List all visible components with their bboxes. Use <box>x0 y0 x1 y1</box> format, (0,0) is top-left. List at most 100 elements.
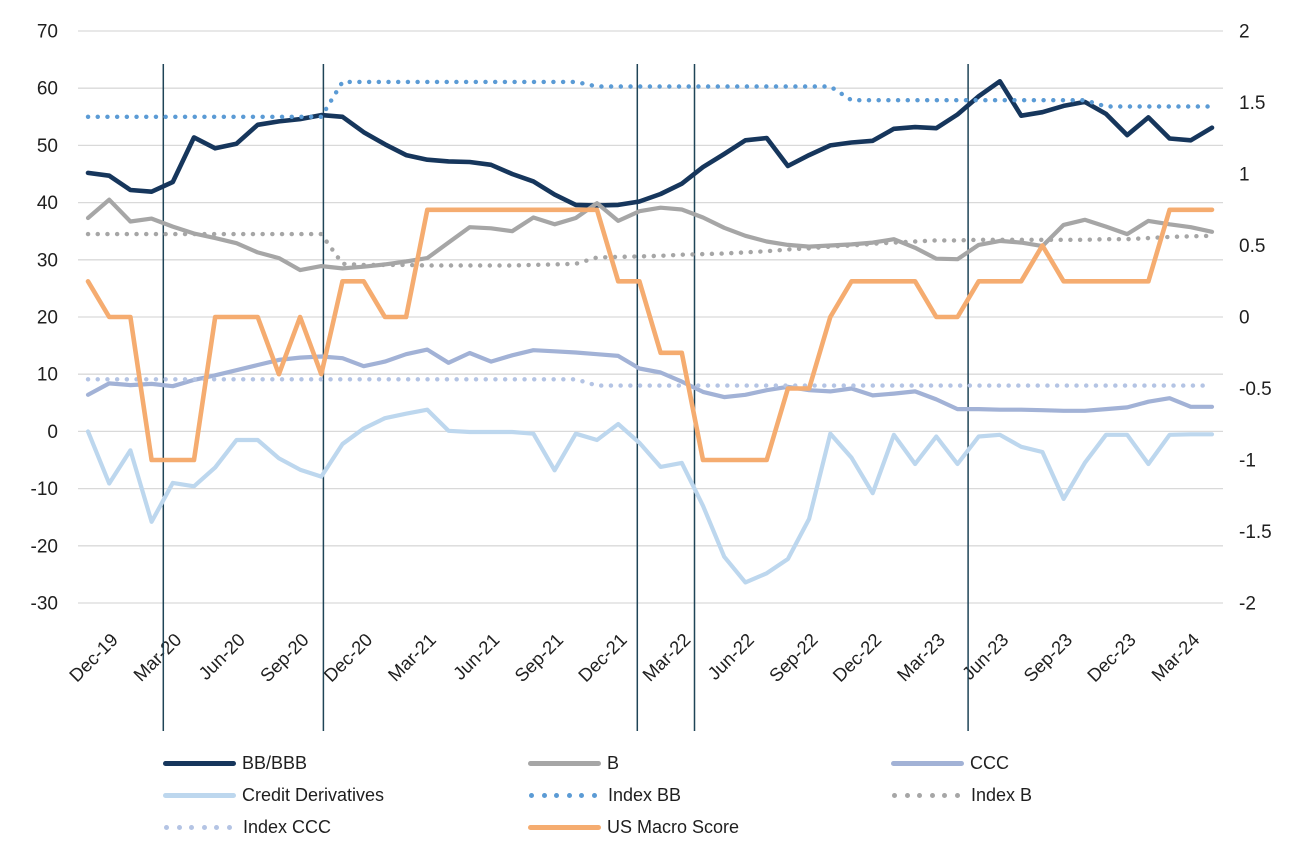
x-axis-tick-label: Sep-20 <box>256 629 313 686</box>
series-line-ccc <box>85 347 1215 413</box>
legend-label-index_ccc: Index CCC <box>243 816 332 837</box>
legend-label-credit_derivatives: Credit Derivatives <box>242 784 385 805</box>
series-line-credit_derivatives <box>85 407 1215 585</box>
legend-line-sample <box>528 824 601 830</box>
legend-label-us_macro_score: US Macro Score <box>607 816 740 837</box>
legend-swatch-index_b-dotted-line-icon <box>891 792 965 798</box>
x-axis-tick-label: Mar-21 <box>384 629 440 685</box>
x-axis-tick-text: Mar-21 <box>384 629 440 685</box>
legend-swatch-index_ccc-dotted-line-icon <box>163 824 237 830</box>
series-line-b <box>85 197 1215 273</box>
left-axis-tick-label: -30 <box>31 594 58 615</box>
x-axis-tick-text: Mar-23 <box>893 629 949 685</box>
x-axis-tick-label: Jun-23 <box>958 629 1013 684</box>
x-axis-tick-text: Mar-24 <box>1147 629 1203 685</box>
x-axis-tick-label: Dec-19 <box>65 629 122 686</box>
x-axis-tick-label: Dec-21 <box>574 629 631 686</box>
right-axis-tick-label: 0.5 <box>1239 236 1265 257</box>
x-axis-tick-label: Mar-23 <box>893 629 949 685</box>
legend-dot <box>579 792 584 798</box>
x-axis-tick-text: Dec-20 <box>319 629 376 686</box>
legend-dot <box>189 824 194 830</box>
x-axis-tick-label: Mar-22 <box>638 629 694 685</box>
legend-dot <box>892 792 897 798</box>
legend-label-ccc: CCC <box>970 752 1009 773</box>
legend-swatch-ccc-line-icon <box>891 760 964 766</box>
series-line-index_bb <box>85 79 1215 120</box>
left-axis-tick-label: 10 <box>37 365 58 386</box>
x-axis-tick-label: Sep-21 <box>510 629 567 686</box>
right-axis-tick-label: 1.5 <box>1239 93 1265 114</box>
x-axis-tick-text: Jun-21 <box>449 629 504 684</box>
series-line-us_macro_score <box>85 207 1215 463</box>
left-axis-tick-label: -10 <box>31 479 58 500</box>
x-axis-tick-text: Jun-23 <box>958 629 1013 684</box>
legend-label-index_bb: Index BB <box>608 784 682 805</box>
x-axis-tick-text: Dec-23 <box>1083 629 1140 686</box>
legend-dot <box>541 792 547 798</box>
legend-swatch-b-line-icon <box>528 760 601 766</box>
legend-dot <box>954 792 960 798</box>
legend-dot <box>904 792 910 798</box>
series-line-bb_bbb <box>85 79 1215 208</box>
x-axis-tick-text: Mar-20 <box>129 629 185 685</box>
left-axis-tick-label: 50 <box>37 136 58 157</box>
x-axis-tick-label: Jun-21 <box>449 629 504 684</box>
legend-item-ccc: CCC <box>891 747 1191 779</box>
legend-label-index_b: Index B <box>971 784 1033 805</box>
legend-swatch-credit_derivatives-line-icon <box>163 792 236 798</box>
right-axis-tick-label: 2 <box>1239 22 1250 43</box>
legend-dot <box>529 792 534 798</box>
legend-dot <box>591 792 597 798</box>
x-axis-tick-label: Sep-22 <box>765 629 822 686</box>
x-axis-tick-text: Dec-19 <box>65 629 122 686</box>
legend-dot <box>176 824 182 830</box>
right-axis-tick-label: -2 <box>1239 594 1256 615</box>
legend-label-b: B <box>607 752 620 773</box>
legend-line-sample <box>891 760 964 766</box>
legend-line-sample <box>528 760 601 766</box>
legend-item-index_ccc: Index CCC <box>163 811 528 843</box>
x-axis-tick-label: Mar-20 <box>129 629 185 685</box>
legend-dot <box>942 792 947 798</box>
x-axis-tick-text: Sep-21 <box>510 629 567 686</box>
legend-dot <box>214 824 219 830</box>
legend-item-index_b: Index B <box>891 779 1191 811</box>
left-axis-tick-label: 60 <box>37 79 58 100</box>
x-axis-tick-text: Sep-22 <box>765 629 822 686</box>
chart-legend: BB/BBB B CCC Credit Derivatives Index BB Inde… <box>163 747 1283 843</box>
x-axis-tick-text: Sep-20 <box>256 629 313 686</box>
left-axis-tick-label: 40 <box>37 193 58 214</box>
legend-dot <box>566 792 572 798</box>
legend-dot <box>929 792 935 798</box>
x-axis-tick-label: Dec-23 <box>1083 629 1140 686</box>
left-axis-tick-label: 20 <box>37 308 58 329</box>
legend-swatch-us_macro_score-line-icon <box>528 824 601 830</box>
legend-item-b: B <box>528 747 891 779</box>
legend-dot <box>226 824 232 830</box>
legend-item-us_macro_score: US Macro Score <box>528 811 891 843</box>
x-axis-tick-label: Sep-23 <box>1019 629 1076 686</box>
legend-swatch-index_bb-dotted-line-icon <box>528 792 602 798</box>
legend-line-sample <box>163 792 236 798</box>
left-axis-tick-label: -20 <box>31 536 58 557</box>
legend-dot <box>554 792 559 798</box>
x-axis-tick-text: Jun-22 <box>703 629 758 684</box>
legend-item-bb_bbb: BB/BBB <box>163 747 528 779</box>
x-axis-tick-label: Jun-22 <box>703 629 758 684</box>
legend-item-index_bb: Index BB <box>528 779 891 811</box>
legend-swatch-bb_bbb-line-icon <box>163 760 236 766</box>
chart-canvas: 70 60 50 40 30 20 10 0 -10 -20 -30 2 1.5 1 0.5 0 -0.5 -1 -… <box>31 22 1272 731</box>
left-axis-tick-label: 30 <box>37 250 58 271</box>
legend-item-credit_derivatives: Credit Derivatives <box>163 779 528 811</box>
legend-dot <box>917 792 922 798</box>
x-axis-tick-label: Mar-24 <box>1147 629 1203 685</box>
x-axis-tick-label: Dec-22 <box>828 629 885 686</box>
x-axis-tick-text: Mar-22 <box>638 629 694 685</box>
x-axis-tick-text: Dec-21 <box>574 629 631 686</box>
legend-dot <box>164 824 169 830</box>
legend-dot <box>201 824 207 830</box>
right-axis-tick-label: -1.5 <box>1239 522 1272 543</box>
right-axis-tick-label: -1 <box>1239 451 1256 472</box>
